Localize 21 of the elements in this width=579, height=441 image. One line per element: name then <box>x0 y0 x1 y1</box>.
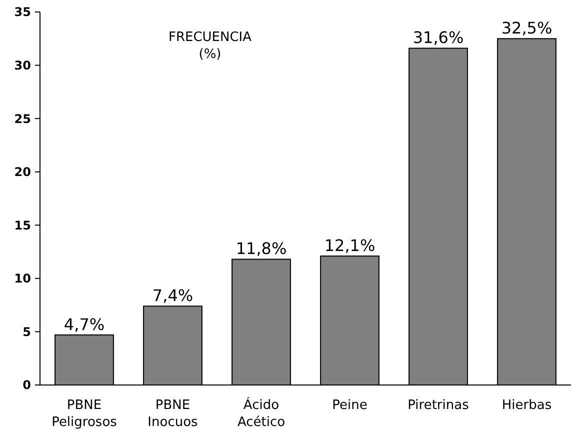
y-tick-label: 35 <box>14 5 31 20</box>
data-label: 32,5% <box>501 18 552 38</box>
x-tick-label: Piretrinas <box>408 398 470 413</box>
x-tick-label: Peine <box>332 398 368 413</box>
data-label: 11,8% <box>236 239 287 258</box>
x-tick-label: PBNE Peligrosos <box>52 398 118 430</box>
data-label: 7,4% <box>152 286 194 306</box>
x-tick-label: Hierbas <box>502 398 552 413</box>
x-tick-label: Ácido Acético <box>237 396 286 430</box>
data-label: 31,6% <box>412 28 464 48</box>
y-tick-label: 15 <box>14 218 31 232</box>
text: FRECUENCIA (%) <box>168 30 252 62</box>
data-label: 4,7% <box>64 314 105 334</box>
x-tick-label: PBNE Inocuos <box>148 398 198 430</box>
y-tick-label: 5 <box>22 324 31 339</box>
data-label: 12,1% <box>324 236 376 256</box>
y-tick-label: 30 <box>14 58 31 72</box>
y-tick-label: 25 <box>14 112 31 126</box>
y-tick-label: 0 <box>22 378 31 392</box>
y-tick-label: 10 <box>14 272 31 286</box>
y-tick-label: 20 <box>14 165 31 180</box>
